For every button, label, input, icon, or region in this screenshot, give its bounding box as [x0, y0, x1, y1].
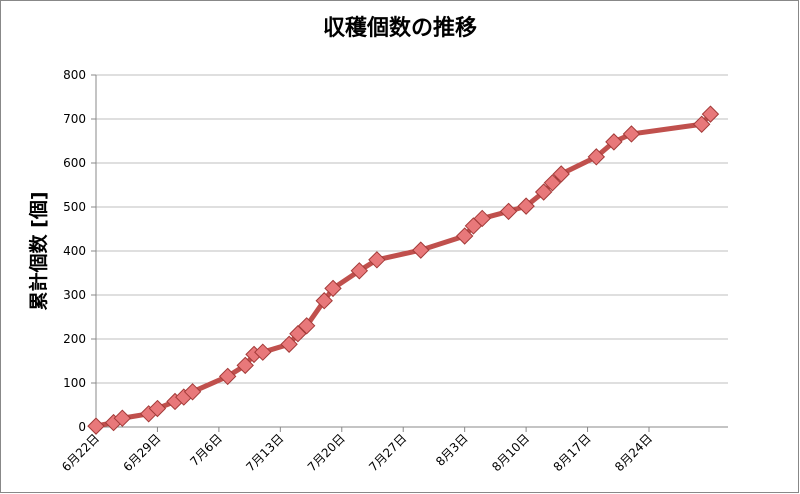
data-point — [605, 133, 623, 151]
data-point — [473, 209, 491, 228]
data-point — [324, 279, 342, 298]
y-tick-label: 400 — [63, 244, 86, 258]
y-tick-label: 500 — [63, 200, 86, 214]
y-tick-label: 700 — [63, 112, 86, 126]
data-point — [350, 262, 369, 280]
data-point — [218, 367, 237, 386]
data-point — [315, 292, 333, 310]
data-point — [517, 197, 535, 215]
data-point — [368, 251, 386, 269]
data-point — [534, 183, 553, 201]
y-tick-label: 100 — [63, 376, 86, 390]
data-point — [622, 125, 641, 143]
y-tick-label: 200 — [63, 332, 86, 346]
data-point — [543, 174, 562, 192]
data-point — [254, 343, 272, 361]
data-point — [183, 383, 202, 401]
data-point — [701, 105, 720, 123]
data-point — [587, 148, 606, 166]
data-point — [499, 202, 518, 221]
data-point — [552, 165, 570, 183]
data-point — [692, 115, 711, 133]
data-point — [87, 417, 105, 435]
data-point — [236, 356, 254, 375]
y-tick-label: 800 — [63, 68, 86, 82]
chart-title: 収穫個数の推移 — [323, 15, 477, 41]
data-point — [113, 409, 132, 427]
data-point — [280, 335, 298, 353]
y-axis-label: 累計個数 [個] — [27, 192, 50, 311]
y-tick-label: 0 — [78, 420, 86, 434]
y-tick-label: 300 — [63, 288, 86, 302]
data-point — [455, 227, 474, 245]
y-tick-label: 600 — [63, 156, 86, 170]
data-point — [148, 399, 167, 418]
data-point — [297, 317, 316, 335]
data-point — [412, 241, 430, 259]
